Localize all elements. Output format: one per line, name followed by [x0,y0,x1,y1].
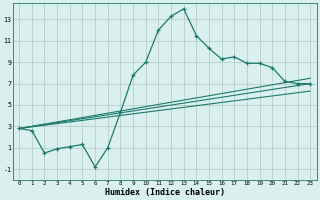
X-axis label: Humidex (Indice chaleur): Humidex (Indice chaleur) [105,188,225,197]
